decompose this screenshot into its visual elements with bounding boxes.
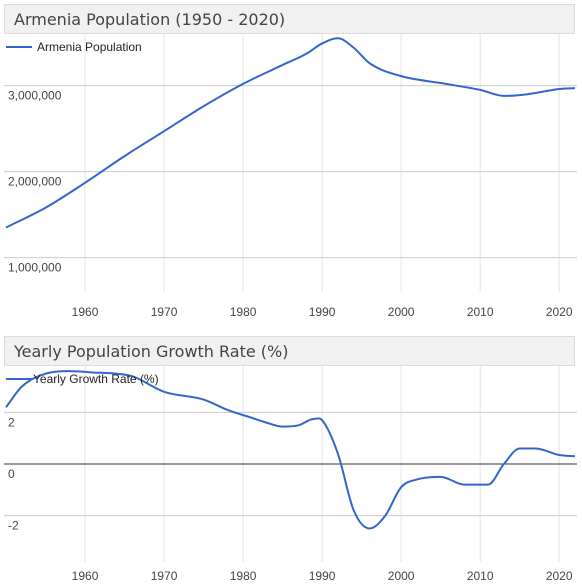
population-data-point[interactable] [162, 129, 167, 134]
growth-x-tick-label: 1990 [309, 569, 336, 583]
growth-x-tick-label: 2010 [467, 569, 494, 583]
population-x-tick-label: 1970 [151, 305, 178, 319]
growth-data-point[interactable] [280, 424, 285, 429]
population-chart-title: Armenia Population (1950 - 2020) [4, 4, 575, 34]
population-x-tick-label: 1960 [72, 305, 99, 319]
growth-y-tick-label: 0 [8, 467, 15, 481]
growth-data-point[interactable] [486, 482, 491, 487]
population-data-point[interactable] [335, 36, 340, 41]
growth-data-point[interactable] [367, 526, 372, 531]
growth-data-point[interactable] [573, 454, 578, 459]
growth-legend[interactable]: Yearly Growth Rate (%) [6, 372, 159, 386]
growth-x-tick-label: 2000 [388, 569, 415, 583]
growth-data-point[interactable] [162, 389, 167, 394]
population-data-point[interactable] [557, 87, 562, 92]
population-legend-label: Armenia Population [37, 40, 142, 54]
growth-data-point[interactable] [501, 462, 506, 467]
growth-data-point[interactable] [557, 452, 562, 457]
growth-y-tick-label: -2 [8, 519, 19, 533]
population-data-point[interactable] [351, 45, 356, 50]
population-x-tick-label: 2020 [546, 305, 573, 319]
growth-x-tick-label: 2020 [546, 569, 573, 583]
population-x-tick-label: 2000 [388, 305, 415, 319]
growth-chart-title: Yearly Population Growth Rate (%) [4, 336, 575, 366]
population-data-point[interactable] [501, 93, 506, 98]
growth-x-tick-label: 1980 [230, 569, 257, 583]
population-data-point[interactable] [478, 87, 483, 92]
growth-data-point[interactable] [517, 446, 522, 451]
growth-data-point[interactable] [399, 485, 404, 490]
population-data-point[interactable] [201, 104, 206, 109]
population-data-point[interactable] [367, 61, 372, 66]
population-y-tick-label: 3,000,000 [8, 89, 62, 103]
population-data-point[interactable] [304, 51, 309, 56]
growth-data-point[interactable] [414, 477, 419, 482]
population-x-tick-label: 1990 [309, 305, 336, 319]
growth-data-point[interactable] [335, 451, 340, 456]
growth-data-point[interactable] [438, 474, 443, 479]
population-data-point[interactable] [83, 180, 88, 185]
population-series-line[interactable] [5, 37, 576, 229]
growth-series-line[interactable] [5, 370, 576, 530]
growth-data-point[interactable] [201, 397, 206, 402]
population-data-point[interactable] [525, 92, 530, 97]
population-data-point[interactable] [573, 86, 578, 91]
growth-data-point[interactable] [462, 482, 467, 487]
growth-legend-label: Yearly Growth Rate (%) [33, 372, 159, 386]
growth-x-tick-label: 1970 [151, 569, 178, 583]
growth-data-point[interactable] [351, 508, 356, 513]
population-data-point[interactable] [320, 41, 325, 46]
growth-chart-panel: Yearly Population Growth Rate (%) -2 0 2 19… [4, 336, 577, 586]
growth-data-point[interactable] [533, 446, 538, 451]
growth-data-point[interactable] [296, 423, 301, 428]
growth-chart[interactable]: -2 0 2 1960 1970 1980 1990 2000 2010 2020 Yearly G… [4, 366, 577, 586]
population-y-tick-label: 1,000,000 [8, 261, 62, 275]
population-chart-panel: Armenia Population (1950 - 2020) 1,000,0… [4, 4, 577, 322]
population-data-point[interactable] [241, 81, 246, 86]
growth-data-point[interactable] [312, 416, 317, 421]
growth-data-point[interactable] [264, 420, 269, 425]
growth-x-tick-label: 1960 [72, 569, 99, 583]
population-x-tick-label: 1980 [230, 305, 257, 319]
population-x-tick-label: 2010 [467, 305, 494, 319]
population-legend[interactable]: Armenia Population [6, 40, 142, 54]
population-data-point[interactable] [280, 62, 285, 67]
population-chart[interactable]: 1,000,000 2,000,000 3,000,000 1960 1970 1980 1… [4, 34, 577, 322]
population-data-point[interactable] [438, 81, 443, 86]
population-data-point[interactable] [122, 154, 127, 159]
growth-data-point[interactable] [383, 513, 388, 518]
growth-data-point[interactable] [248, 415, 253, 420]
growth-data-point[interactable] [225, 407, 230, 412]
growth-y-tick-label: 2 [8, 415, 15, 429]
growth-data-point[interactable] [320, 418, 325, 423]
population-y-tick-label: 2,000,000 [8, 175, 62, 189]
growth-data-point[interactable] [19, 384, 24, 389]
population-data-point[interactable] [399, 74, 404, 79]
population-data-point[interactable] [43, 205, 48, 210]
